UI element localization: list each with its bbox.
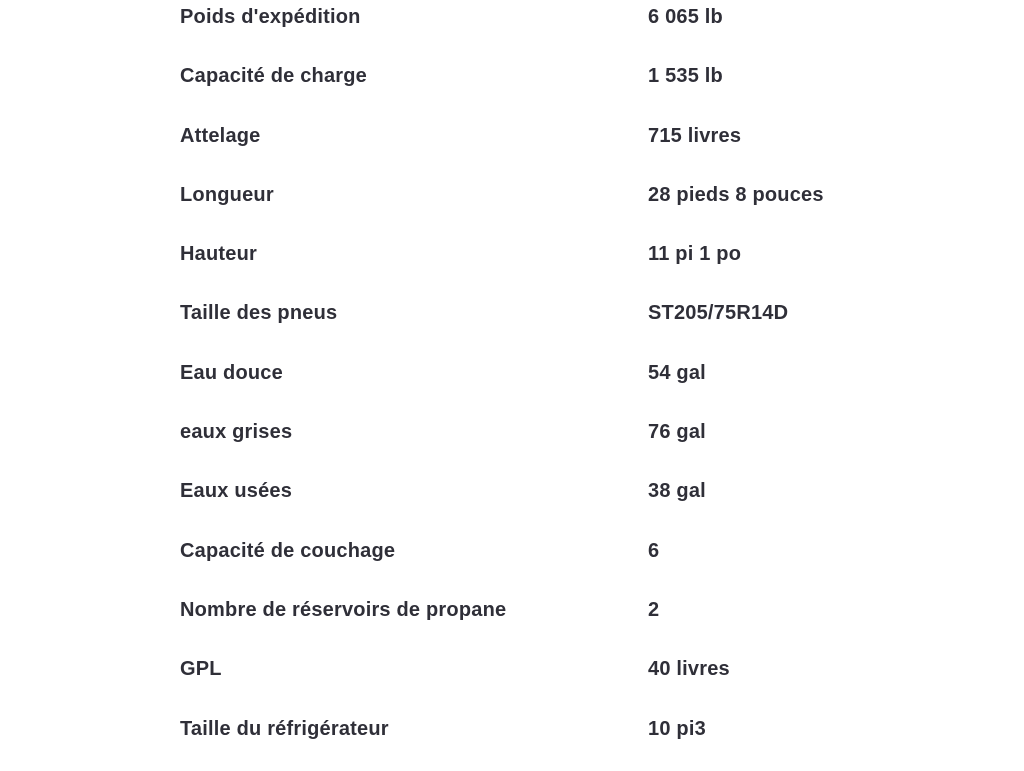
spec-row: Nombre de réservoirs de propane 2 <box>0 593 1024 652</box>
spec-row: Eaux usées 38 gal <box>0 474 1024 533</box>
spec-value: 2 <box>648 598 660 621</box>
spec-row: Capacité de charge 1 535 lb <box>0 59 1024 118</box>
spec-row: Longueur 28 pieds 8 pouces <box>0 178 1024 237</box>
spec-row: Capacité de couchage 6 <box>0 534 1024 593</box>
spec-label: Eaux usées <box>180 480 293 503</box>
spec-label: Poids d'expédition <box>180 6 361 28</box>
spec-row: Attelage 715 livres <box>0 119 1024 178</box>
spec-value: 28 pieds 8 pouces <box>648 183 824 206</box>
spec-value: 40 livres <box>648 658 730 681</box>
spec-value: 1 535 lb <box>648 65 723 88</box>
spec-row: Eau douce 54 gal <box>0 356 1024 415</box>
spec-row: eaux grises 76 gal <box>0 415 1024 474</box>
spec-label: Capacité de couchage <box>180 539 396 562</box>
spec-label: Nombre de réservoirs de propane <box>180 598 507 621</box>
spec-label: Eau douce <box>180 361 283 384</box>
spec-value: 38 gal <box>648 480 706 503</box>
spec-row: Taille du réfrigérateur 10 pi3 <box>0 712 1024 771</box>
spec-value: ST205/75R14D <box>648 302 789 325</box>
spec-value: 54 gal <box>648 361 706 384</box>
spec-row: GPL 40 livres <box>0 652 1024 711</box>
spec-label: Taille des pneus <box>180 302 338 325</box>
spec-label: Longueur <box>180 183 274 206</box>
spec-value: 10 pi3 <box>648 717 706 740</box>
spec-value: 715 livres <box>648 124 742 147</box>
spec-value: 76 gal <box>648 421 706 444</box>
spec-row: Poids d'expédition 6 065 lb <box>0 0 1024 59</box>
spec-label: GPL <box>180 658 222 681</box>
spec-row: Hauteur 11 pi 1 po <box>0 237 1024 296</box>
spec-label: Taille du réfrigérateur <box>180 717 389 740</box>
spec-label: Hauteur <box>180 243 257 266</box>
spec-label: eaux grises <box>180 421 293 444</box>
spec-label: Capacité de charge <box>180 65 368 88</box>
spec-value: 11 pi 1 po <box>648 243 742 266</box>
spec-row: Taille des pneus ST205/75R14D <box>0 296 1024 355</box>
spec-value: 6 065 lb <box>648 6 723 28</box>
spec-value: 6 <box>648 539 660 562</box>
spec-label: Attelage <box>180 124 261 147</box>
